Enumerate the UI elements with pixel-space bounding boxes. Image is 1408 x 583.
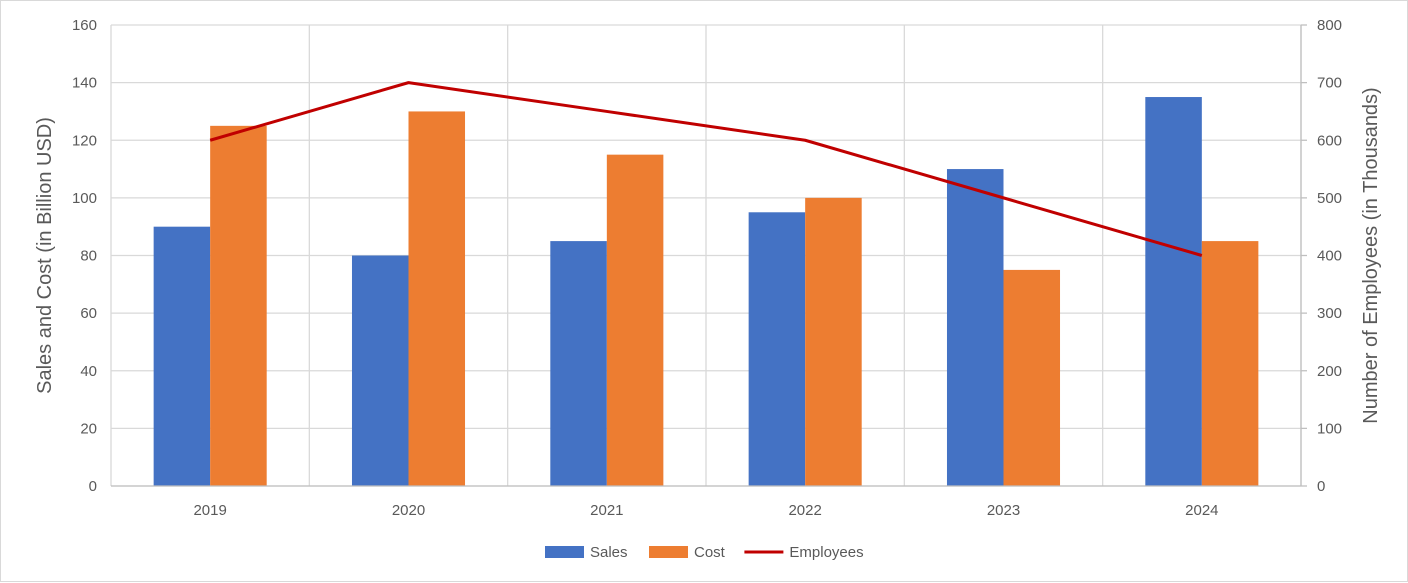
bar-cost-2019 <box>210 125 267 486</box>
y-tick-label: 160 <box>72 17 97 34</box>
y-tick-label: 120 <box>72 132 97 149</box>
y2-tick-label: 600 <box>1317 132 1342 149</box>
legend-swatch-cost <box>649 546 688 558</box>
x-tick-label: 2019 <box>193 502 226 519</box>
bar-sales-2022 <box>748 212 806 486</box>
y-tick-label: 40 <box>80 363 97 380</box>
bar-cost-2020 <box>408 111 466 486</box>
y2-tick-label: 0 <box>1317 478 1325 495</box>
y-axis-title: Sales and Cost (in Billion USD) <box>34 117 56 394</box>
y2-tick-label: 100 <box>1317 420 1342 437</box>
line-employees <box>209 81 1203 257</box>
bar-sales-2019 <box>153 226 211 486</box>
y-tick-label: 60 <box>80 305 97 322</box>
x-tick-label: 2021 <box>590 502 623 519</box>
y2-tick-label: 400 <box>1317 248 1342 265</box>
y-tick-label: 20 <box>80 420 97 437</box>
y-tick-label: 0 <box>89 478 97 495</box>
bar-cost-2022 <box>805 197 862 486</box>
y2-axis-title: Number of Employees (in Thousands) <box>1360 87 1382 423</box>
legend-swatch-sales <box>545 546 584 558</box>
x-tick-label: 2024 <box>1185 502 1218 519</box>
bar-cost-2023 <box>1003 269 1061 486</box>
bar-sales-2024 <box>1145 97 1202 486</box>
y2-tick-label: 500 <box>1317 190 1342 207</box>
y-tick-label: 140 <box>72 75 97 92</box>
bar-sales-2023 <box>946 169 1004 486</box>
x-tick-label: 2022 <box>788 502 821 519</box>
x-tick-label: 2020 <box>392 502 425 519</box>
axes: 0 20 40 60 80 100 120 140 160 0 100 200 300 400 500 600… <box>72 17 1342 519</box>
bar-sales-2020 <box>351 255 409 486</box>
legend: Sales Cost Employees <box>545 544 864 561</box>
y2-tick-label: 200 <box>1317 363 1342 380</box>
y2-tick-label: 300 <box>1317 305 1342 322</box>
bars <box>153 97 1259 486</box>
bar-cost-2021 <box>606 154 664 486</box>
y2-tick-label: 700 <box>1317 75 1342 92</box>
x-tick-label: 2023 <box>987 502 1020 519</box>
employees-line-layer <box>209 81 1203 257</box>
grid <box>110 24 1302 487</box>
y-tick-label: 80 <box>80 248 97 265</box>
bar-cost-2024 <box>1201 241 1259 486</box>
legend-label-sales: Sales <box>590 544 628 561</box>
y-tick-label: 100 <box>72 190 97 207</box>
y2-tick-label: 800 <box>1317 17 1342 34</box>
legend-label-employees: Employees <box>789 544 863 561</box>
bar-sales-2021 <box>550 241 607 486</box>
legend-label-cost: Cost <box>694 544 726 561</box>
